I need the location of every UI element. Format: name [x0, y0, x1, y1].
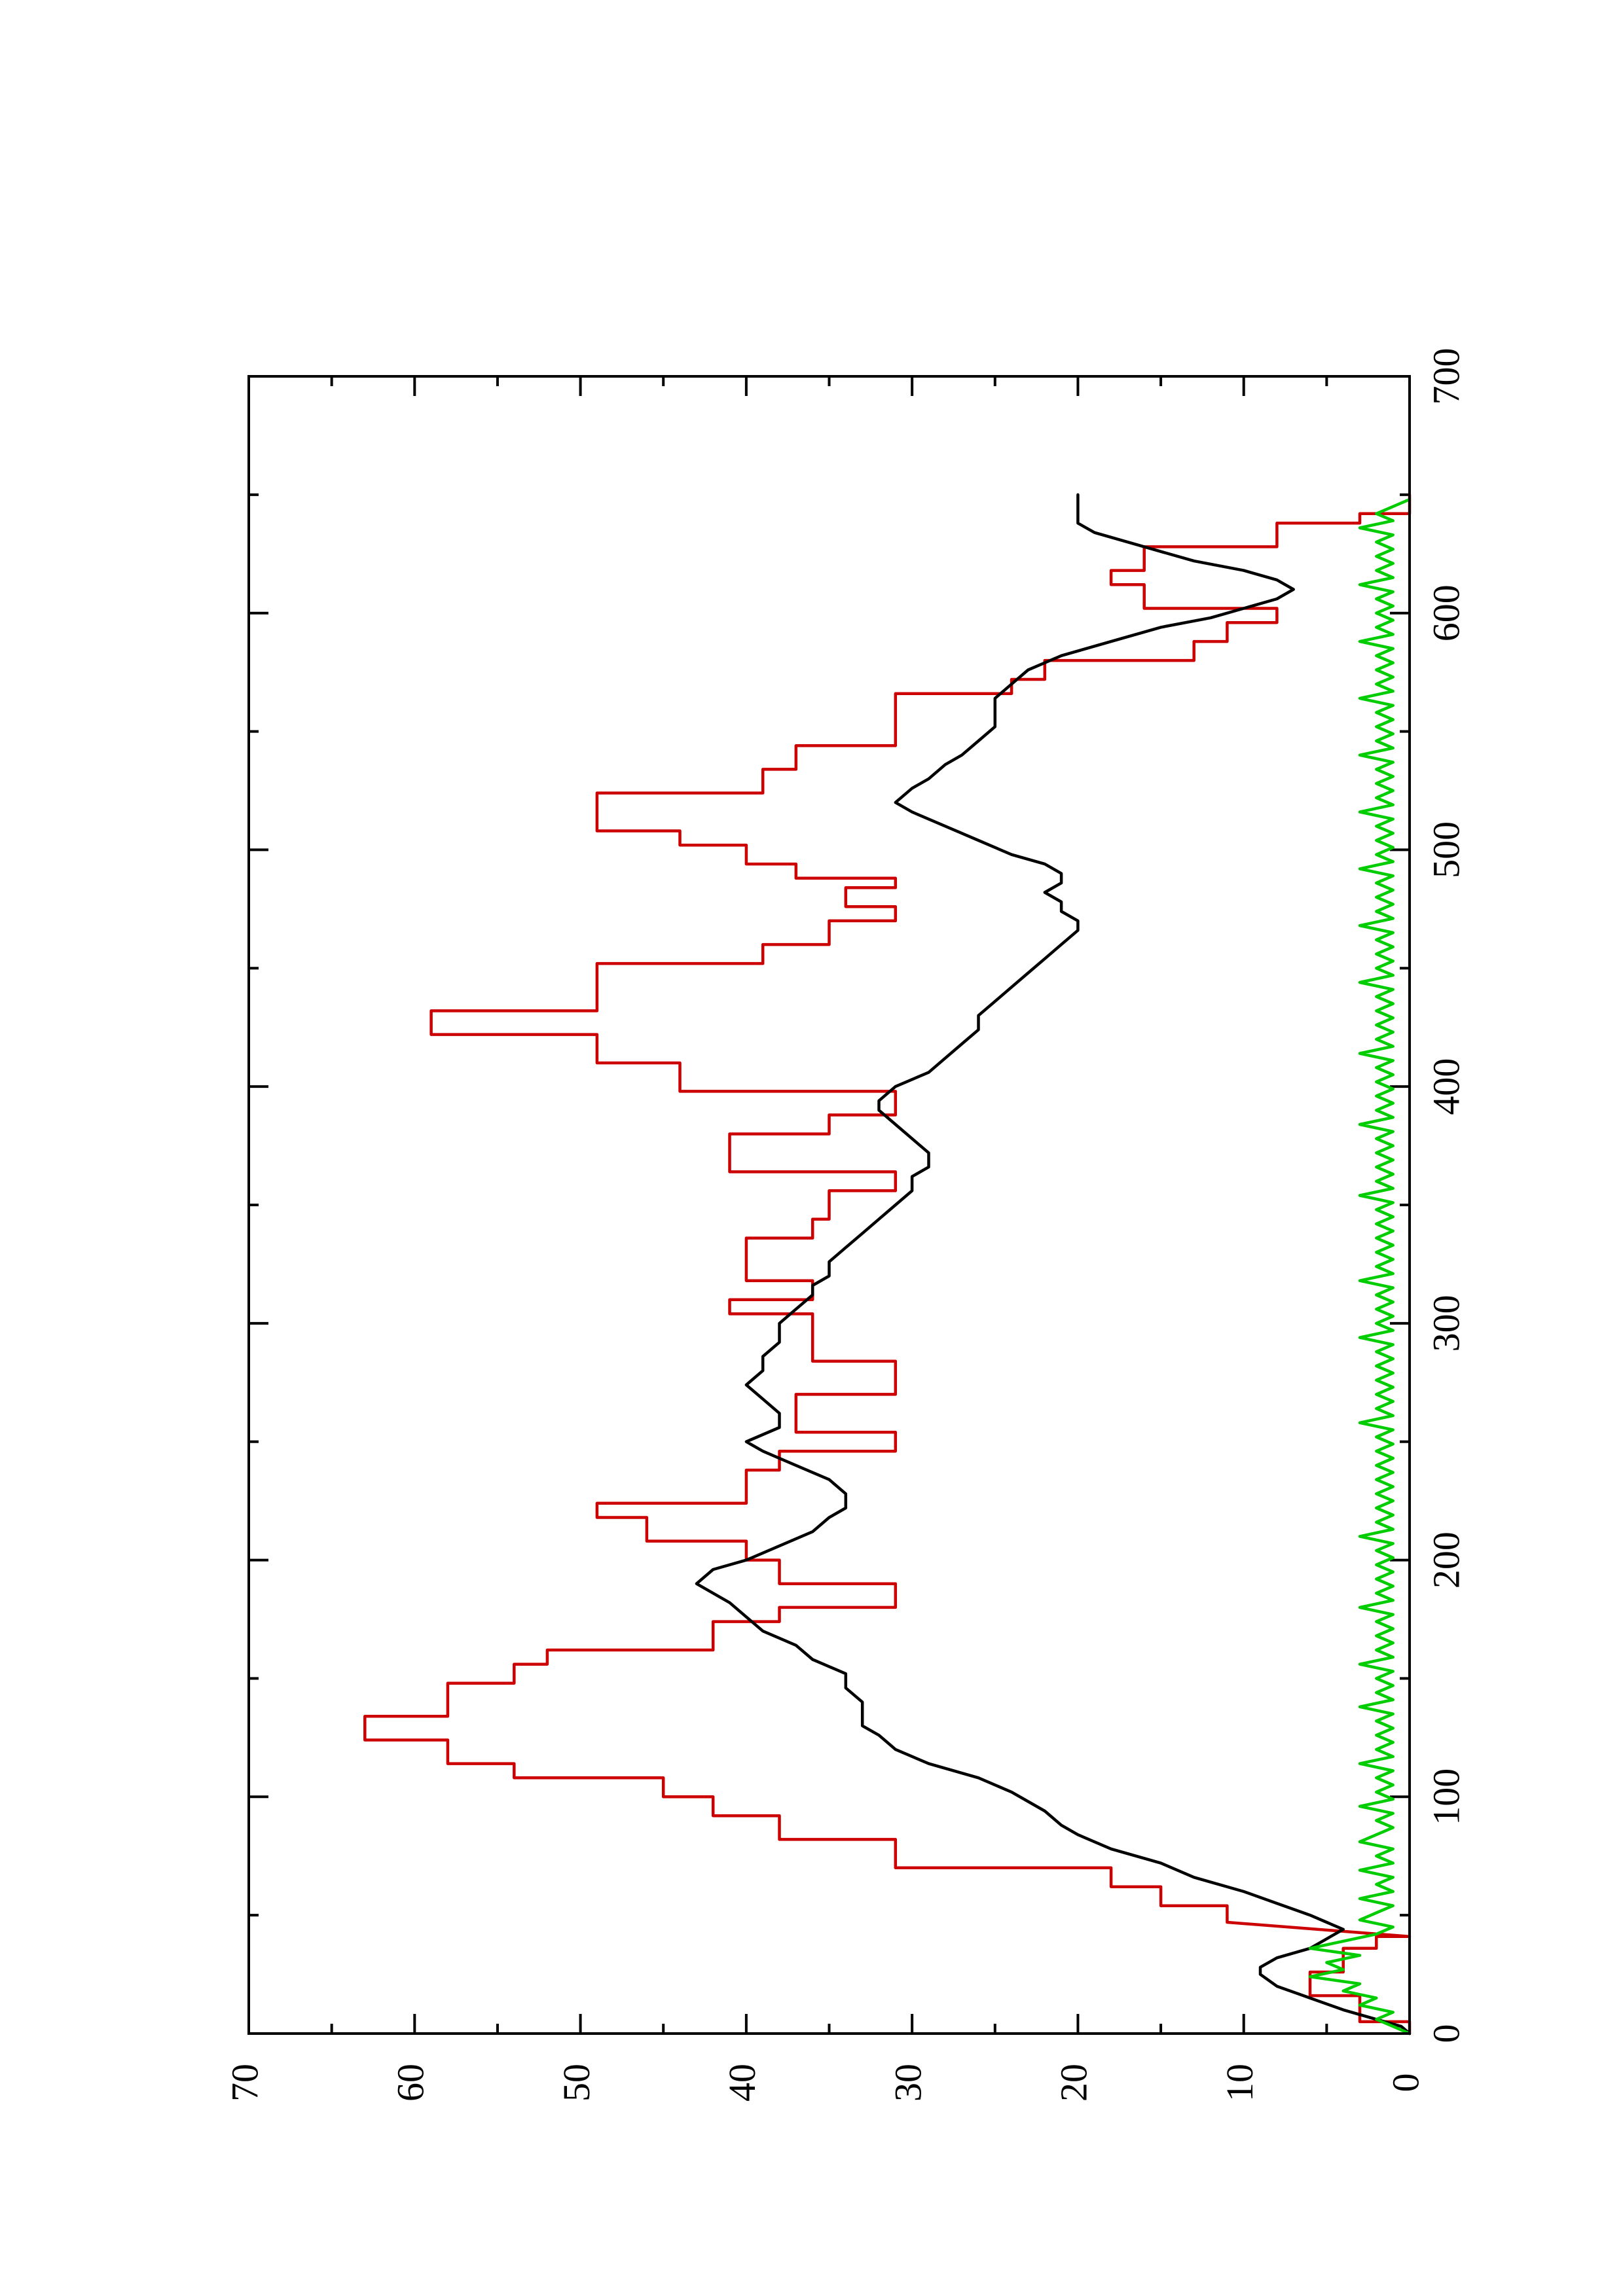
x-tick-label: 200: [1425, 1532, 1467, 1588]
x-tick-label: 600: [1425, 584, 1467, 641]
y-tick-label: 20: [1053, 2064, 1095, 2102]
chart-axes: 0 100 200 300 400 500 600 700 0 10 20 30 40 50 60 70: [223, 348, 1467, 2102]
x-tick-label: 100: [1425, 1768, 1467, 1825]
y-tick-label: 70: [223, 2064, 266, 2102]
series-line-1: [695, 493, 1412, 2036]
x-tick-label: 300: [1425, 1295, 1467, 1352]
y-tick-label: 50: [555, 2064, 598, 2102]
y-tick-label: 0: [1384, 2073, 1427, 2092]
y-tick-label: 10: [1218, 2064, 1261, 2102]
series-line-2: [1308, 497, 1412, 2036]
chart-series: [363, 493, 1412, 2036]
y-tick-label: 60: [390, 2064, 432, 2102]
series-line-0: [363, 493, 1412, 2036]
y-tick-label: 40: [721, 2064, 763, 2102]
y-tick-label: 30: [886, 2064, 929, 2102]
x-tick-label: 500: [1425, 821, 1467, 878]
x-tick-label: 0: [1425, 2024, 1467, 2043]
x-tick-label: 400: [1425, 1058, 1467, 1115]
plot-frame: [247, 375, 1411, 2035]
x-tick-label: 700: [1425, 348, 1467, 405]
